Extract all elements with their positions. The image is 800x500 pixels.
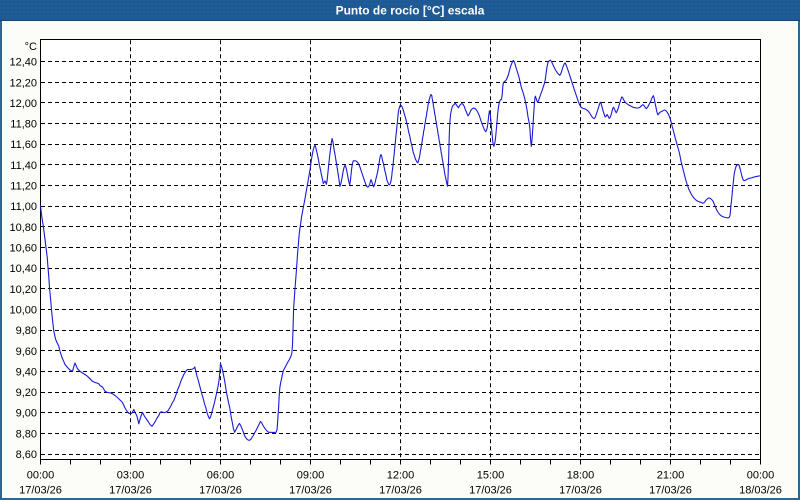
svg-text:17/03/26: 17/03/26 <box>559 485 602 497</box>
svg-text:11,40: 11,40 <box>10 160 37 172</box>
svg-text:00:00: 00:00 <box>27 470 55 482</box>
svg-text:17/03/26: 17/03/26 <box>469 485 512 497</box>
svg-text:15:00: 15:00 <box>477 470 505 482</box>
svg-text:9,80: 9,80 <box>16 325 37 337</box>
svg-text:11,00: 11,00 <box>10 201 37 213</box>
svg-text:21:00: 21:00 <box>657 470 685 482</box>
svg-text:11,60: 11,60 <box>10 139 37 151</box>
svg-text:9,40: 9,40 <box>16 366 37 378</box>
svg-text:03:00: 03:00 <box>117 470 145 482</box>
svg-text:17/03/26: 17/03/26 <box>199 485 242 497</box>
svg-text:10,40: 10,40 <box>9 263 37 275</box>
svg-text:9,60: 9,60 <box>16 346 37 358</box>
svg-text:12:00: 12:00 <box>387 470 415 482</box>
svg-text:10,60: 10,60 <box>9 243 37 255</box>
svg-text:11,80: 11,80 <box>10 119 37 131</box>
svg-text:10,20: 10,20 <box>9 284 37 296</box>
svg-text:17/03/26: 17/03/26 <box>379 485 422 497</box>
svg-text:12,40: 12,40 <box>9 57 37 69</box>
svg-text:17/03/26: 17/03/26 <box>649 485 692 497</box>
svg-text:Punto de rocío [°C] escala: Punto de rocío [°C] escala <box>336 4 485 18</box>
svg-text:8,80: 8,80 <box>16 428 37 440</box>
svg-text:17/03/26: 17/03/26 <box>109 485 152 497</box>
svg-text:9,20: 9,20 <box>16 387 37 399</box>
svg-text:17/03/26: 17/03/26 <box>289 485 332 497</box>
svg-text:10,00: 10,00 <box>9 305 37 317</box>
svg-text:12,20: 12,20 <box>9 77 37 89</box>
svg-text:17/03/26: 17/03/26 <box>19 485 62 497</box>
svg-text:°C: °C <box>25 41 37 53</box>
svg-text:9,00: 9,00 <box>16 408 37 420</box>
svg-text:09:00: 09:00 <box>297 470 325 482</box>
svg-text:06:00: 06:00 <box>207 470 235 482</box>
svg-text:11,20: 11,20 <box>10 181 37 193</box>
svg-text:18/03/26: 18/03/26 <box>739 485 782 497</box>
svg-text:10,80: 10,80 <box>9 222 37 234</box>
svg-text:18:00: 18:00 <box>567 470 595 482</box>
svg-text:00:00: 00:00 <box>747 470 775 482</box>
svg-text:12,00: 12,00 <box>9 98 37 110</box>
svg-text:8,60: 8,60 <box>16 449 37 461</box>
